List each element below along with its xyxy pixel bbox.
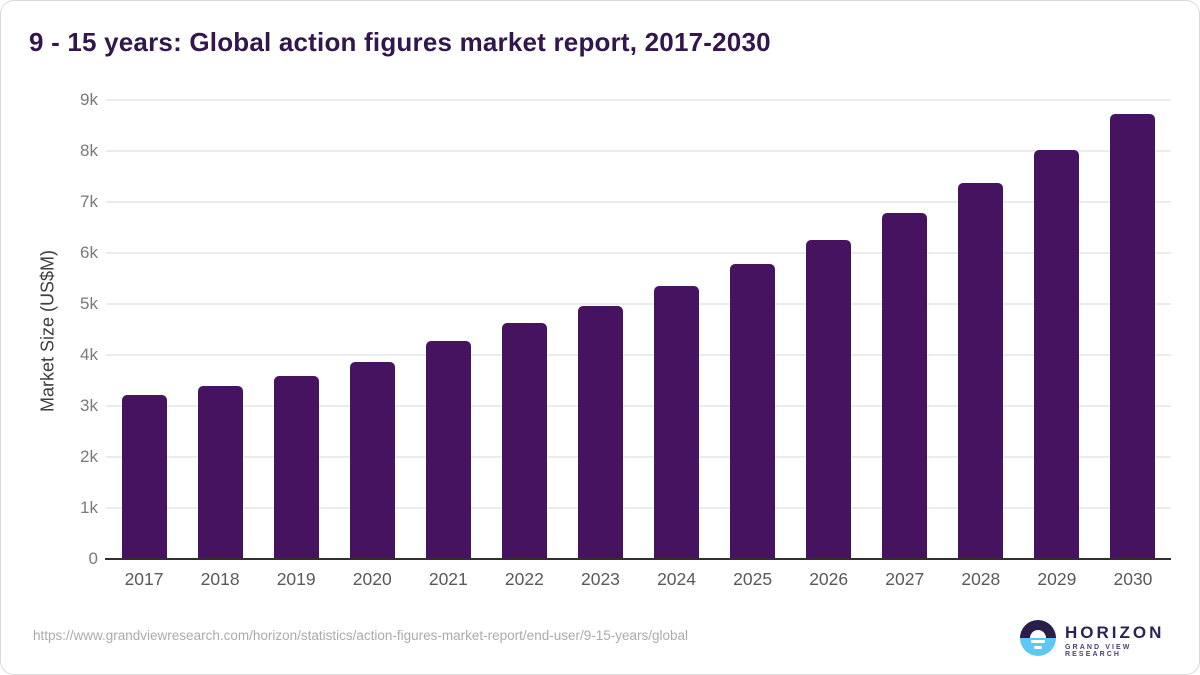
y-tick-label-8k: 8k <box>80 141 98 160</box>
x-tick-label-2020: 2020 <box>352 569 392 589</box>
x-tick-label-2026: 2026 <box>809 569 849 589</box>
bar-2026 <box>806 239 852 558</box>
x-tick-label-2018: 2018 <box>200 569 240 589</box>
y-tick-label-6k: 6k <box>80 243 98 262</box>
bar-2028 <box>958 183 1004 558</box>
y-tick-label-0: 0 <box>88 549 98 568</box>
chart-title: 9 - 15 years: Global action figures mark… <box>29 27 771 57</box>
gridline-7k <box>106 201 1171 203</box>
gridline-3k <box>106 405 1171 407</box>
gridline-4k <box>106 354 1171 356</box>
logo-subtitle: GRAND VIEW RESEARCH <box>1065 644 1132 658</box>
bar-2022 <box>501 322 547 558</box>
bar-2029 <box>1034 150 1080 558</box>
x-tick-label-2021: 2021 <box>428 569 468 589</box>
x-tick-label-2022: 2022 <box>504 569 544 589</box>
y-tick-label-7k: 7k <box>80 192 98 211</box>
x-tick-label-2029: 2029 <box>1037 569 1077 589</box>
source-url: https://www.grandviewresearch.com/horizo… <box>33 628 689 643</box>
y-tick-label-2k: 2k <box>80 447 98 466</box>
gridline-5k <box>106 303 1171 305</box>
gridline-6k <box>106 252 1171 254</box>
y-tick-label-9k: 9k <box>80 90 98 109</box>
horizon-logo-icon <box>1020 620 1056 656</box>
gridline-1k <box>106 507 1171 509</box>
logo-name: HORIZON <box>1065 623 1165 642</box>
x-tick-label-2030: 2030 <box>1113 569 1153 589</box>
y-tick-label-1k: 1k <box>80 498 98 517</box>
bar-2021 <box>425 340 471 558</box>
bar-2030 <box>1110 113 1156 558</box>
y-tick-label-3k: 3k <box>80 396 98 415</box>
x-tick-label-2023: 2023 <box>580 569 620 589</box>
bar-2024 <box>654 285 700 558</box>
bar-2027 <box>882 213 928 558</box>
x-tick-label-2019: 2019 <box>276 569 316 589</box>
bar-2017 <box>121 395 167 558</box>
x-tick-label-2028: 2028 <box>961 569 1001 589</box>
bar-2019 <box>273 375 319 558</box>
gridline-8k <box>106 150 1171 152</box>
x-axis-line <box>105 558 1171 560</box>
gridline-2k <box>106 456 1171 458</box>
y-tick-label-4k: 4k <box>80 345 98 364</box>
bar-2025 <box>730 263 776 558</box>
bar-2018 <box>197 385 243 558</box>
x-tick-label-2027: 2027 <box>885 569 925 589</box>
x-tick-label-2017: 2017 <box>124 569 164 589</box>
bar-2023 <box>577 306 623 558</box>
x-tick-label-2025: 2025 <box>733 569 773 589</box>
horizon-logo: HORIZON GRAND VIEW RESEARCH <box>1020 620 1180 658</box>
y-tick-label-5k: 5k <box>80 294 98 313</box>
x-tick-label-2024: 2024 <box>657 569 696 589</box>
gridline-9k <box>106 99 1171 101</box>
bar-2020 <box>349 362 395 558</box>
